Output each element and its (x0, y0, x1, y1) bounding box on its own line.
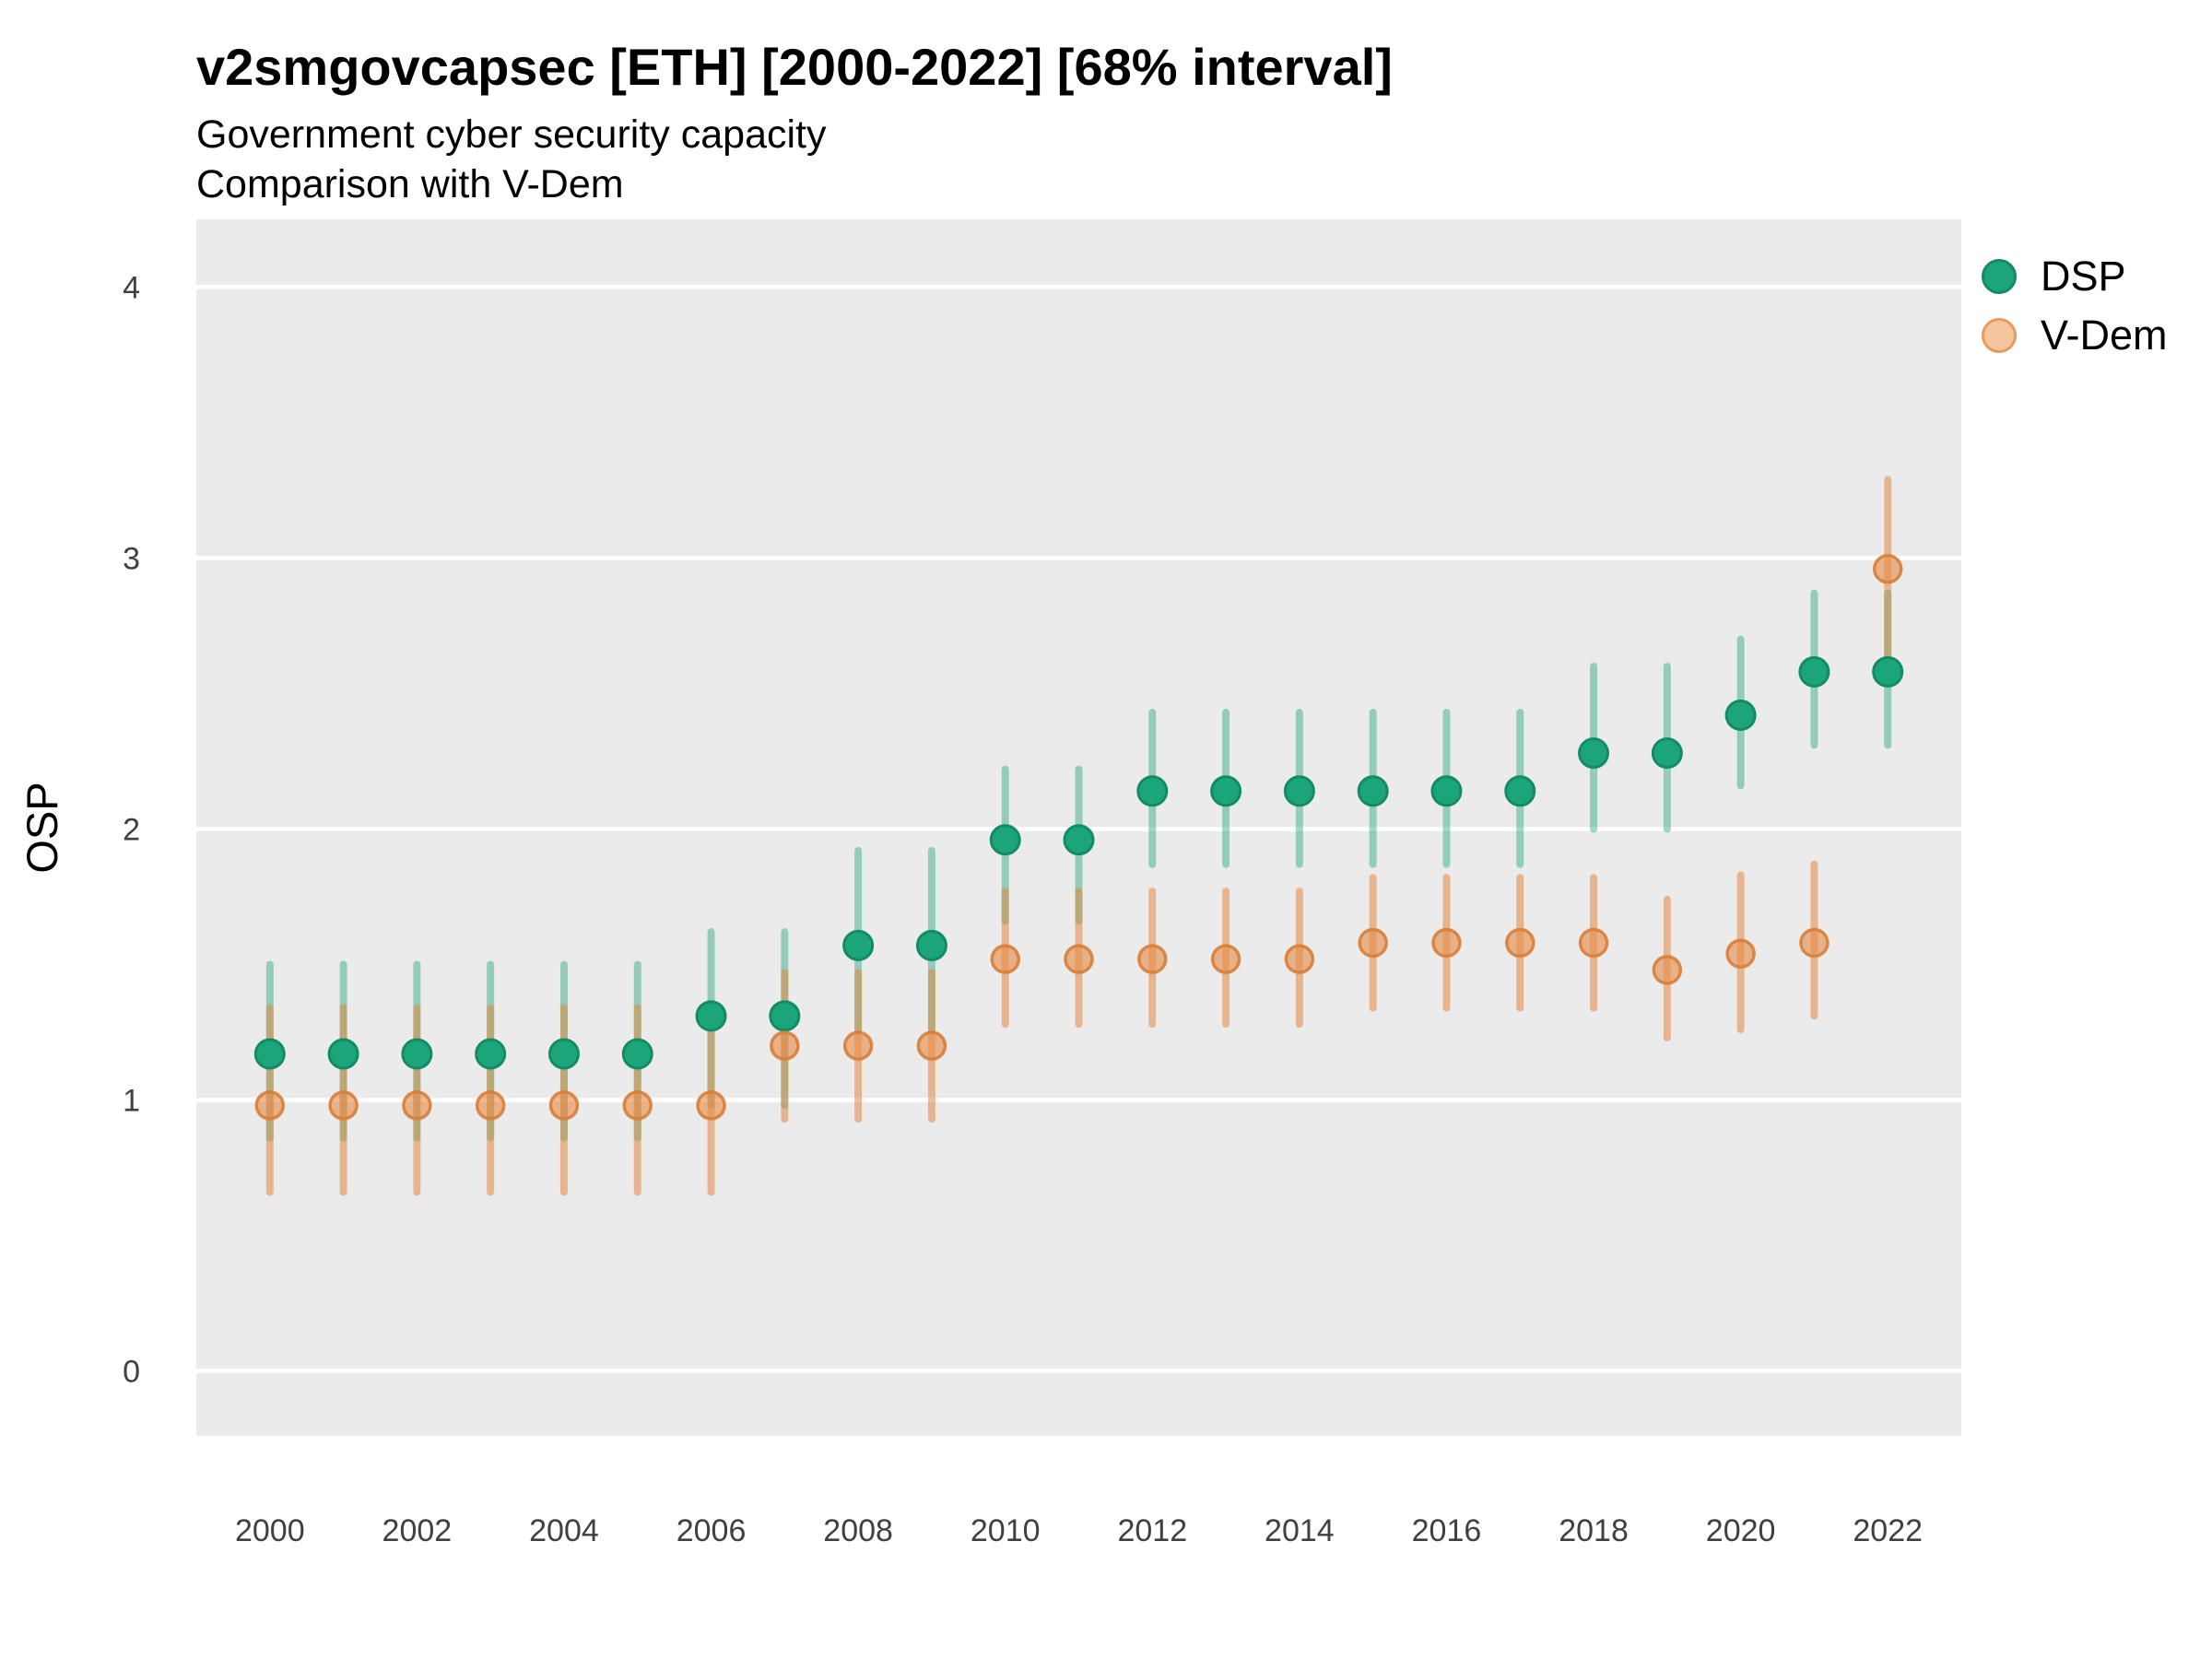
y-tick-label-4: 4 (123, 270, 140, 305)
dsp-point-2022 (1872, 655, 1904, 688)
x-tick-label-2008: 2008 (823, 1513, 893, 1548)
dsp-point-2013 (1210, 775, 1242, 807)
x-tick-label-2022: 2022 (1853, 1513, 1923, 1548)
vdem-point-2020 (1725, 938, 1756, 969)
y-tick-label-2: 2 (123, 812, 140, 847)
vdem-point-2022 (1872, 553, 1903, 584)
vdem-point-2003 (475, 1090, 506, 1121)
legend-item-vdem: V-Dem (1982, 306, 2168, 365)
dsp-legend-swatch-icon (1982, 259, 2017, 294)
x-tick-label-2014: 2014 (1265, 1513, 1335, 1548)
chart-title: v2smgovcapsec [ETH] [2000-2022] [68% int… (196, 38, 1393, 96)
vdem-point-2010 (990, 944, 1020, 974)
vdem-point-2018 (1578, 927, 1609, 959)
x-tick-label-2012: 2012 (1117, 1513, 1187, 1548)
vdem-legend-swatch-icon (1982, 318, 2017, 353)
dsp-legend-label: DSP (2041, 253, 2126, 300)
vdem-point-2019 (1652, 955, 1683, 985)
vdem-point-2014 (1284, 944, 1315, 974)
dsp-point-2002 (401, 1038, 433, 1070)
legend-item-dsp: DSP (1982, 247, 2168, 306)
vdem-point-2013 (1210, 944, 1241, 974)
dsp-point-2000 (253, 1038, 286, 1070)
x-tick-label-2010: 2010 (971, 1513, 1041, 1548)
dsp-point-2019 (1651, 737, 1683, 770)
vdem-point-2016 (1431, 927, 1462, 959)
x-tick-label-2020: 2020 (1706, 1513, 1776, 1548)
dsp-point-2017 (1504, 775, 1536, 807)
dsp-point-2020 (1724, 699, 1757, 731)
dsp-point-2006 (695, 1000, 727, 1032)
vdem-point-2001 (328, 1090, 359, 1121)
dsp-point-2010 (989, 824, 1021, 856)
dsp-point-2008 (842, 929, 875, 961)
y-axis-title: OSP (18, 782, 66, 873)
dsp-point-2005 (621, 1038, 653, 1070)
dsp-point-2009 (915, 929, 947, 961)
dsp-point-2018 (1578, 737, 1610, 770)
vdem-point-2011 (1064, 944, 1094, 974)
dsp-point-2011 (1063, 824, 1095, 856)
vdem-point-2008 (842, 1030, 874, 1061)
vdem-point-2015 (1358, 927, 1388, 959)
vdem-point-2006 (696, 1090, 726, 1121)
vdem-point-2012 (1137, 944, 1168, 974)
x-tick-label-2000: 2000 (235, 1513, 305, 1548)
vdem-point-2004 (548, 1090, 580, 1121)
vdem-point-2005 (622, 1090, 653, 1121)
dsp-point-2001 (327, 1038, 359, 1070)
dsp-point-2016 (1430, 775, 1463, 807)
dsp-point-2012 (1136, 775, 1169, 807)
legend: DSP V-Dem (1982, 247, 2168, 365)
y-tick-label-1: 1 (123, 1083, 140, 1118)
dsp-point-2004 (547, 1038, 580, 1070)
chart-subtitle-line1: Government cyber security capacity (196, 112, 827, 157)
x-tick-label-2016: 2016 (1412, 1513, 1482, 1548)
vdem-legend-label: V-Dem (2041, 312, 2168, 359)
x-tick-label-2018: 2018 (1559, 1513, 1629, 1548)
vdem-point-2002 (402, 1090, 432, 1121)
x-tick-label-2002: 2002 (382, 1513, 453, 1548)
dsp-point-2015 (1357, 775, 1389, 807)
vdem-point-2000 (254, 1090, 286, 1121)
y-tick-label-0: 0 (123, 1354, 140, 1389)
dsp-point-2014 (1283, 775, 1315, 807)
dsp-point-2007 (769, 1000, 801, 1032)
dsp-point-2003 (475, 1038, 507, 1070)
x-tick-label-2006: 2006 (677, 1513, 747, 1548)
y-tick-label-3: 3 (123, 541, 140, 576)
chart-subtitle-line2: Comparison with V-Dem (196, 162, 624, 206)
vdem-point-2007 (770, 1030, 800, 1061)
dsp-point-2021 (1798, 655, 1830, 688)
vdem-point-2009 (916, 1030, 947, 1061)
x-tick-label-2004: 2004 (529, 1513, 599, 1548)
vdem-point-2017 (1505, 927, 1535, 959)
vdem-point-2021 (1799, 927, 1830, 959)
